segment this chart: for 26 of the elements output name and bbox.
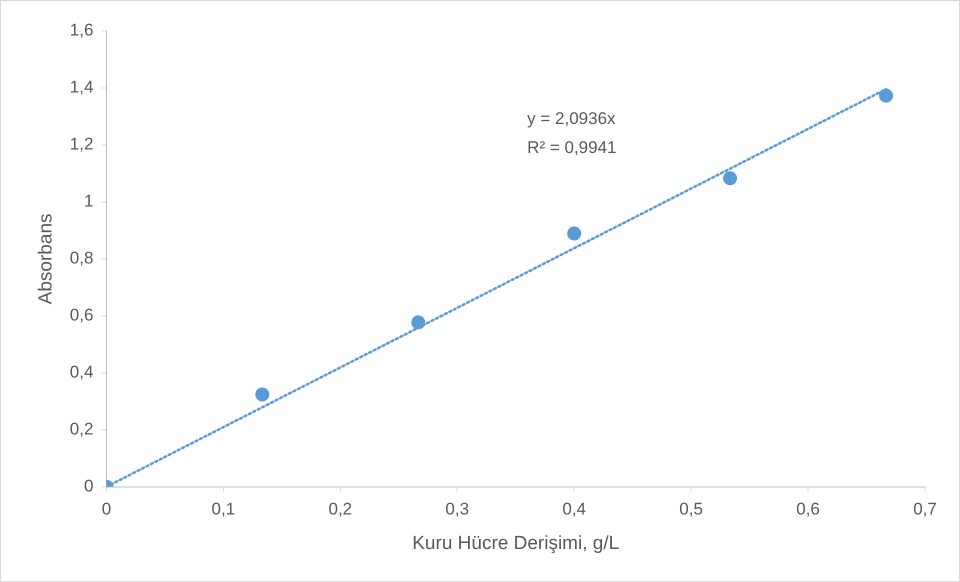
- point: [411, 315, 426, 330]
- y-tick-label: 0,4: [70, 362, 94, 382]
- y-tick-label: 1,6: [70, 20, 94, 40]
- y-tick-label: 0,8: [70, 248, 94, 268]
- point: [879, 88, 894, 103]
- point: [255, 388, 270, 402]
- x-tick-label: 0,2: [328, 500, 352, 519]
- x-tick-label: 0: [102, 500, 112, 519]
- y-tick-label: 0: [84, 476, 94, 496]
- x-tick-label: 0,3: [445, 500, 470, 519]
- point: [567, 226, 582, 241]
- x-tick-label: 0,7: [913, 500, 937, 519]
- x-axis-title: Kuru Hücre Derişimi, g/L: [412, 532, 620, 554]
- point: [723, 171, 738, 186]
- y-tick-label: 0,6: [70, 306, 94, 325]
- y-axis-title: Absorbans: [36, 213, 57, 304]
- y-tick-label: 1,4: [70, 78, 94, 97]
- y-tick-label: 1,2: [70, 134, 94, 154]
- x-tick-label: 0,5: [679, 500, 703, 519]
- annotation: y = 2,0936x: [527, 109, 616, 128]
- x-tick-label: 0,1: [212, 500, 236, 519]
- y-tick-label: 1: [84, 192, 94, 211]
- y-tick-label: 0,2: [70, 420, 94, 439]
- annotation: R² = 0,9941: [527, 138, 616, 158]
- x-tick-label: 0,4: [562, 500, 586, 519]
- x-tick-label: 0,6: [796, 500, 820, 519]
